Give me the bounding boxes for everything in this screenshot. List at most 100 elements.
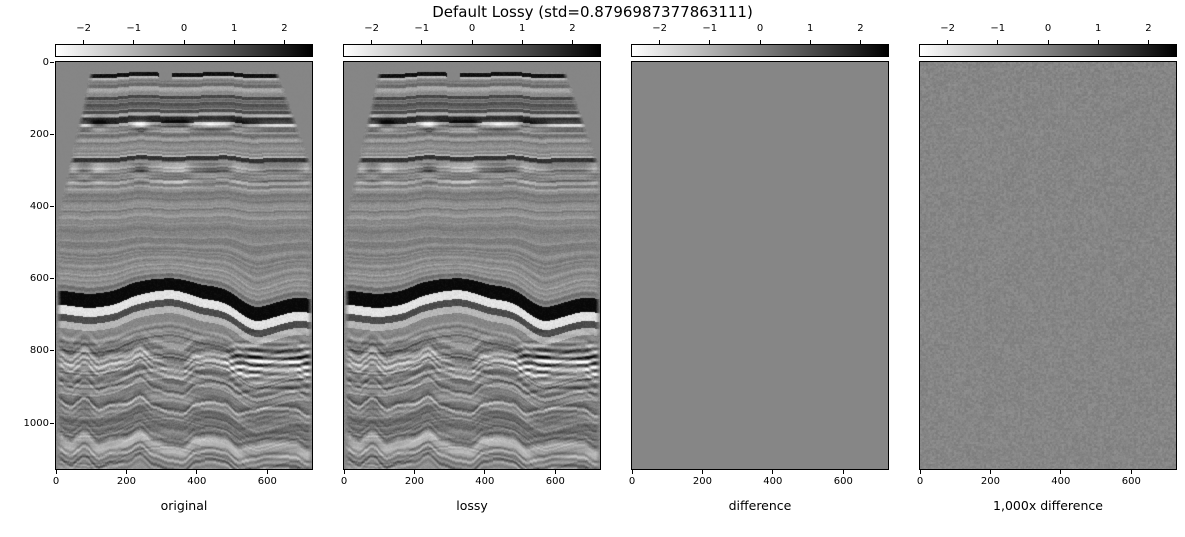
x-tick-label: 400	[475, 476, 495, 487]
seismic-image-lossy	[343, 61, 601, 470]
panel-label-difference: difference	[728, 498, 792, 513]
seismic-image-original	[55, 61, 313, 470]
colorbar	[55, 44, 313, 57]
x-tick-mark	[125, 470, 127, 474]
x-tick-label: 0	[52, 476, 60, 487]
x-tick-label: 400	[1051, 476, 1071, 487]
x-tick-label: 200	[980, 476, 1000, 487]
colorbar-tick-mark	[571, 40, 573, 44]
colorbar-tick-label: 2	[857, 23, 864, 34]
panel-label-original: original	[160, 498, 208, 513]
x-tick-mark	[772, 470, 774, 474]
y-tick-label: 200	[29, 128, 49, 140]
x-tick-mark	[266, 470, 268, 474]
colorbar-tick-mark	[859, 40, 861, 44]
y-tick-label: 1000	[23, 417, 49, 429]
x-tick-mark	[343, 470, 345, 474]
x-tick-mark	[196, 470, 198, 474]
colorbar-tick-mark	[371, 40, 373, 44]
x-tick-label: 200	[692, 476, 712, 487]
y-tick-mark	[50, 61, 54, 63]
panel-label-lossy: lossy	[456, 498, 488, 513]
y-tick-label: 600	[29, 273, 49, 285]
colorbar-ticks: −2 −1 0 1 2	[631, 0, 889, 60]
colorbar-tick-label: 2	[1145, 23, 1152, 34]
colorbar-tick-mark	[521, 40, 523, 44]
colorbar-tick-mark	[809, 40, 811, 44]
x-tick-label: 600	[833, 476, 853, 487]
y-tick-mark	[50, 350, 54, 352]
colorbar-tick-label: 1	[231, 23, 238, 34]
colorbar-tick-mark	[83, 40, 85, 44]
y-tick-mark	[50, 278, 54, 280]
colorbar-tick-mark	[1147, 40, 1149, 44]
colorbar-tick-mark	[659, 40, 661, 44]
x-tick-mark	[842, 470, 844, 474]
colorbar-tick-label: 2	[281, 23, 288, 34]
x-tick-label: 600	[257, 476, 277, 487]
y-tick-mark	[50, 205, 54, 207]
colorbar-tick-label: −1	[702, 23, 718, 34]
colorbar-tick-mark	[947, 40, 949, 44]
colorbar-tick-label: −2	[364, 23, 379, 34]
panel-original: −2 −1 0 1 2 0 200 400 600 0 200 400 600 800 1000 ori…	[24, 0, 313, 537]
colorbar	[631, 44, 889, 57]
x-tick-mark	[484, 470, 486, 474]
colorbar-tick-mark	[183, 40, 185, 44]
colorbar-tick-label: 1	[519, 23, 526, 34]
x-tick-label: 600	[545, 476, 565, 487]
colorbar-ticks: −2 −1 0 1 2	[919, 0, 1177, 60]
x-tick-mark	[1130, 470, 1132, 474]
colorbar-ticks: −2 −1 0 1 2	[343, 0, 601, 60]
x-tick-mark	[631, 470, 633, 474]
x-tick-mark	[989, 470, 991, 474]
colorbar-tick-label: 0	[180, 23, 188, 34]
x-tick-label: 400	[763, 476, 783, 487]
colorbar-tick-mark	[997, 40, 999, 44]
difference-image	[631, 61, 889, 470]
colorbar-tick-mark	[283, 40, 285, 44]
colorbar-tick-mark	[133, 40, 135, 44]
colorbar-ticks: −2 −1 0 1 2	[55, 0, 313, 60]
x-tick-mark	[554, 470, 556, 474]
colorbar-tick-label: 0	[1044, 23, 1052, 34]
colorbar-tick-label: 2	[569, 23, 576, 34]
panel-difference: −2 −1 0 1 2 0 200 400 600 difference	[629, 0, 889, 537]
x-tick-label: 200	[116, 476, 136, 487]
colorbar-tick-mark	[421, 40, 423, 44]
colorbar-tick-label: −1	[990, 23, 1006, 34]
colorbar-tick-mark	[1097, 40, 1099, 44]
colorbar	[343, 44, 601, 57]
x-tick-mark	[701, 470, 703, 474]
colorbar	[919, 44, 1177, 57]
colorbar-tick-label: −1	[126, 23, 142, 34]
y-tick-label: 0	[42, 56, 49, 68]
y-tick-mark	[50, 422, 54, 424]
x-tick-label: 0	[916, 476, 924, 487]
x-tick-mark	[919, 470, 921, 474]
figure-title: Default Lossy (std=0.8796987377863111)	[432, 3, 753, 21]
x-tick-mark	[1060, 470, 1062, 474]
colorbar-tick-label: 0	[468, 23, 476, 34]
colorbar-tick-label: −2	[940, 23, 955, 34]
x-tick-label: 200	[404, 476, 424, 487]
panel-lossy: −2 −1 0 1 2 0 200 400 600 lossy	[341, 0, 601, 537]
colorbar-tick-mark	[709, 40, 711, 44]
colorbar-tick-mark	[759, 40, 761, 44]
panel-label-1000x-difference: 1,000x difference	[993, 498, 1103, 513]
colorbar-tick-mark	[233, 40, 235, 44]
colorbar-tick-label: 1	[1095, 23, 1102, 34]
colorbar-tick-mark	[471, 40, 473, 44]
x-tick-mark	[55, 470, 57, 474]
colorbar-tick-label: −1	[414, 23, 430, 34]
y-tick-mark	[50, 133, 54, 135]
y-tick-label: 400	[29, 200, 49, 212]
colorbar-tick-label: −2	[652, 23, 667, 34]
x-tick-mark	[413, 470, 415, 474]
x-tick-label: 600	[1121, 476, 1141, 487]
x-tick-label: 0	[628, 476, 636, 487]
colorbar-tick-label: −2	[76, 23, 91, 34]
x-tick-label: 0	[340, 476, 348, 487]
colorbar-tick-label: 0	[756, 23, 764, 34]
